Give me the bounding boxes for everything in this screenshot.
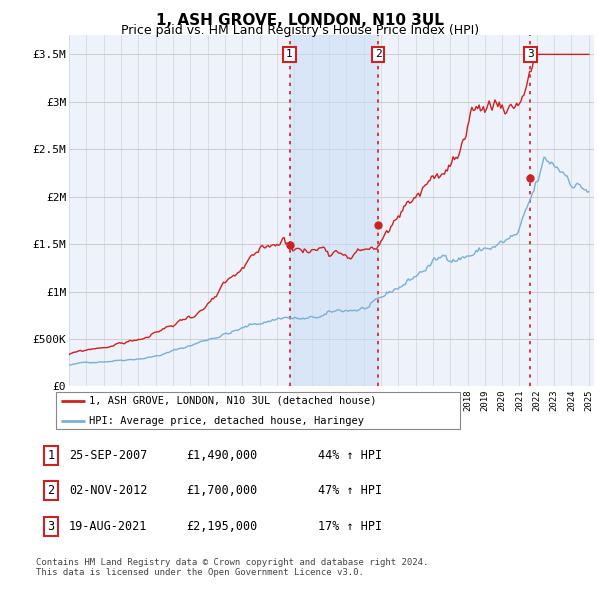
Text: 1, ASH GROVE, LONDON, N10 3UL (detached house): 1, ASH GROVE, LONDON, N10 3UL (detached … bbox=[89, 396, 376, 405]
Text: £1,490,000: £1,490,000 bbox=[186, 449, 257, 462]
Text: Price paid vs. HM Land Registry's House Price Index (HPI): Price paid vs. HM Land Registry's House … bbox=[121, 24, 479, 37]
Text: 17% ↑ HPI: 17% ↑ HPI bbox=[318, 520, 382, 533]
Bar bbox=[290, 35, 378, 386]
Text: 2: 2 bbox=[47, 484, 55, 497]
Text: 02-NOV-2012: 02-NOV-2012 bbox=[69, 484, 148, 497]
Text: HPI: Average price, detached house, Haringey: HPI: Average price, detached house, Hari… bbox=[89, 416, 364, 425]
Text: £1,700,000: £1,700,000 bbox=[186, 484, 257, 497]
Text: 1: 1 bbox=[47, 449, 55, 462]
Text: £2,195,000: £2,195,000 bbox=[186, 520, 257, 533]
Text: 19-AUG-2021: 19-AUG-2021 bbox=[69, 520, 148, 533]
Text: 25-SEP-2007: 25-SEP-2007 bbox=[69, 449, 148, 462]
Text: 2: 2 bbox=[375, 50, 382, 60]
FancyBboxPatch shape bbox=[56, 392, 460, 429]
Text: 47% ↑ HPI: 47% ↑ HPI bbox=[318, 484, 382, 497]
Text: 1, ASH GROVE, LONDON, N10 3UL: 1, ASH GROVE, LONDON, N10 3UL bbox=[156, 13, 444, 28]
Text: 1: 1 bbox=[286, 50, 293, 60]
Text: 3: 3 bbox=[47, 520, 55, 533]
Text: 3: 3 bbox=[527, 50, 534, 60]
Text: 44% ↑ HPI: 44% ↑ HPI bbox=[318, 449, 382, 462]
Text: Contains HM Land Registry data © Crown copyright and database right 2024.
This d: Contains HM Land Registry data © Crown c… bbox=[36, 558, 428, 577]
